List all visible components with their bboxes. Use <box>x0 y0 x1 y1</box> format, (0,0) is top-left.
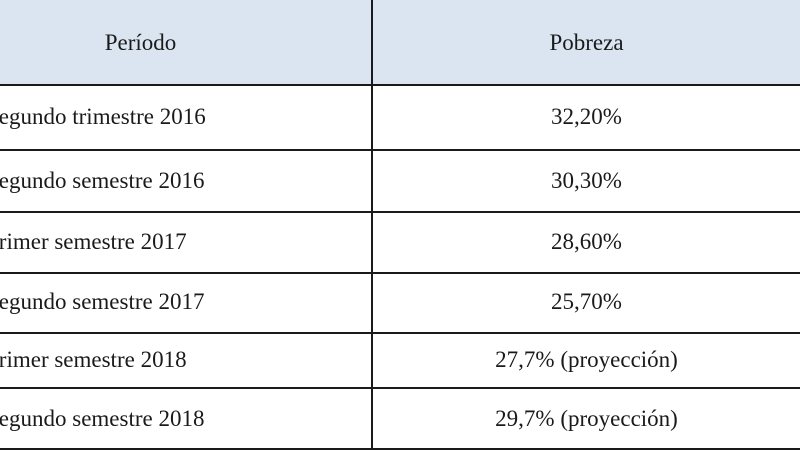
row-border <box>0 272 800 274</box>
row-3-pobreza: 28,60% <box>551 229 622 254</box>
row-4-pobreza: 25,70% <box>551 289 622 314</box>
header-pobreza: Pobreza <box>549 30 624 55</box>
header-periodo: Período <box>104 30 177 55</box>
row-5-periodo: Primer semestre 2018 <box>0 347 187 372</box>
row-border <box>0 387 800 389</box>
row-border <box>0 149 800 151</box>
table-header-background <box>0 0 800 84</box>
row-6-periodo: Segundo semestre 2018 <box>0 406 205 431</box>
table-bottom-border <box>0 448 800 450</box>
row-1-pobreza: 32,20% <box>551 104 622 129</box>
header-bottom-border <box>0 84 800 86</box>
row-border <box>0 332 800 334</box>
column-divider <box>371 0 373 450</box>
row-3-periodo: Primer semestre 2017 <box>0 229 187 254</box>
row-6-pobreza: 29,7% (proyección) <box>495 406 678 431</box>
row-5-pobreza: 27,7% (proyección) <box>495 347 678 372</box>
row-2-pobreza: 30,30% <box>551 168 622 193</box>
row-1-periodo: Segundo trimestre 2016 <box>0 104 206 129</box>
row-border <box>0 211 800 213</box>
row-4-periodo: Segundo semestre 2017 <box>0 289 205 314</box>
row-2-periodo: Segundo semestre 2016 <box>0 168 205 193</box>
